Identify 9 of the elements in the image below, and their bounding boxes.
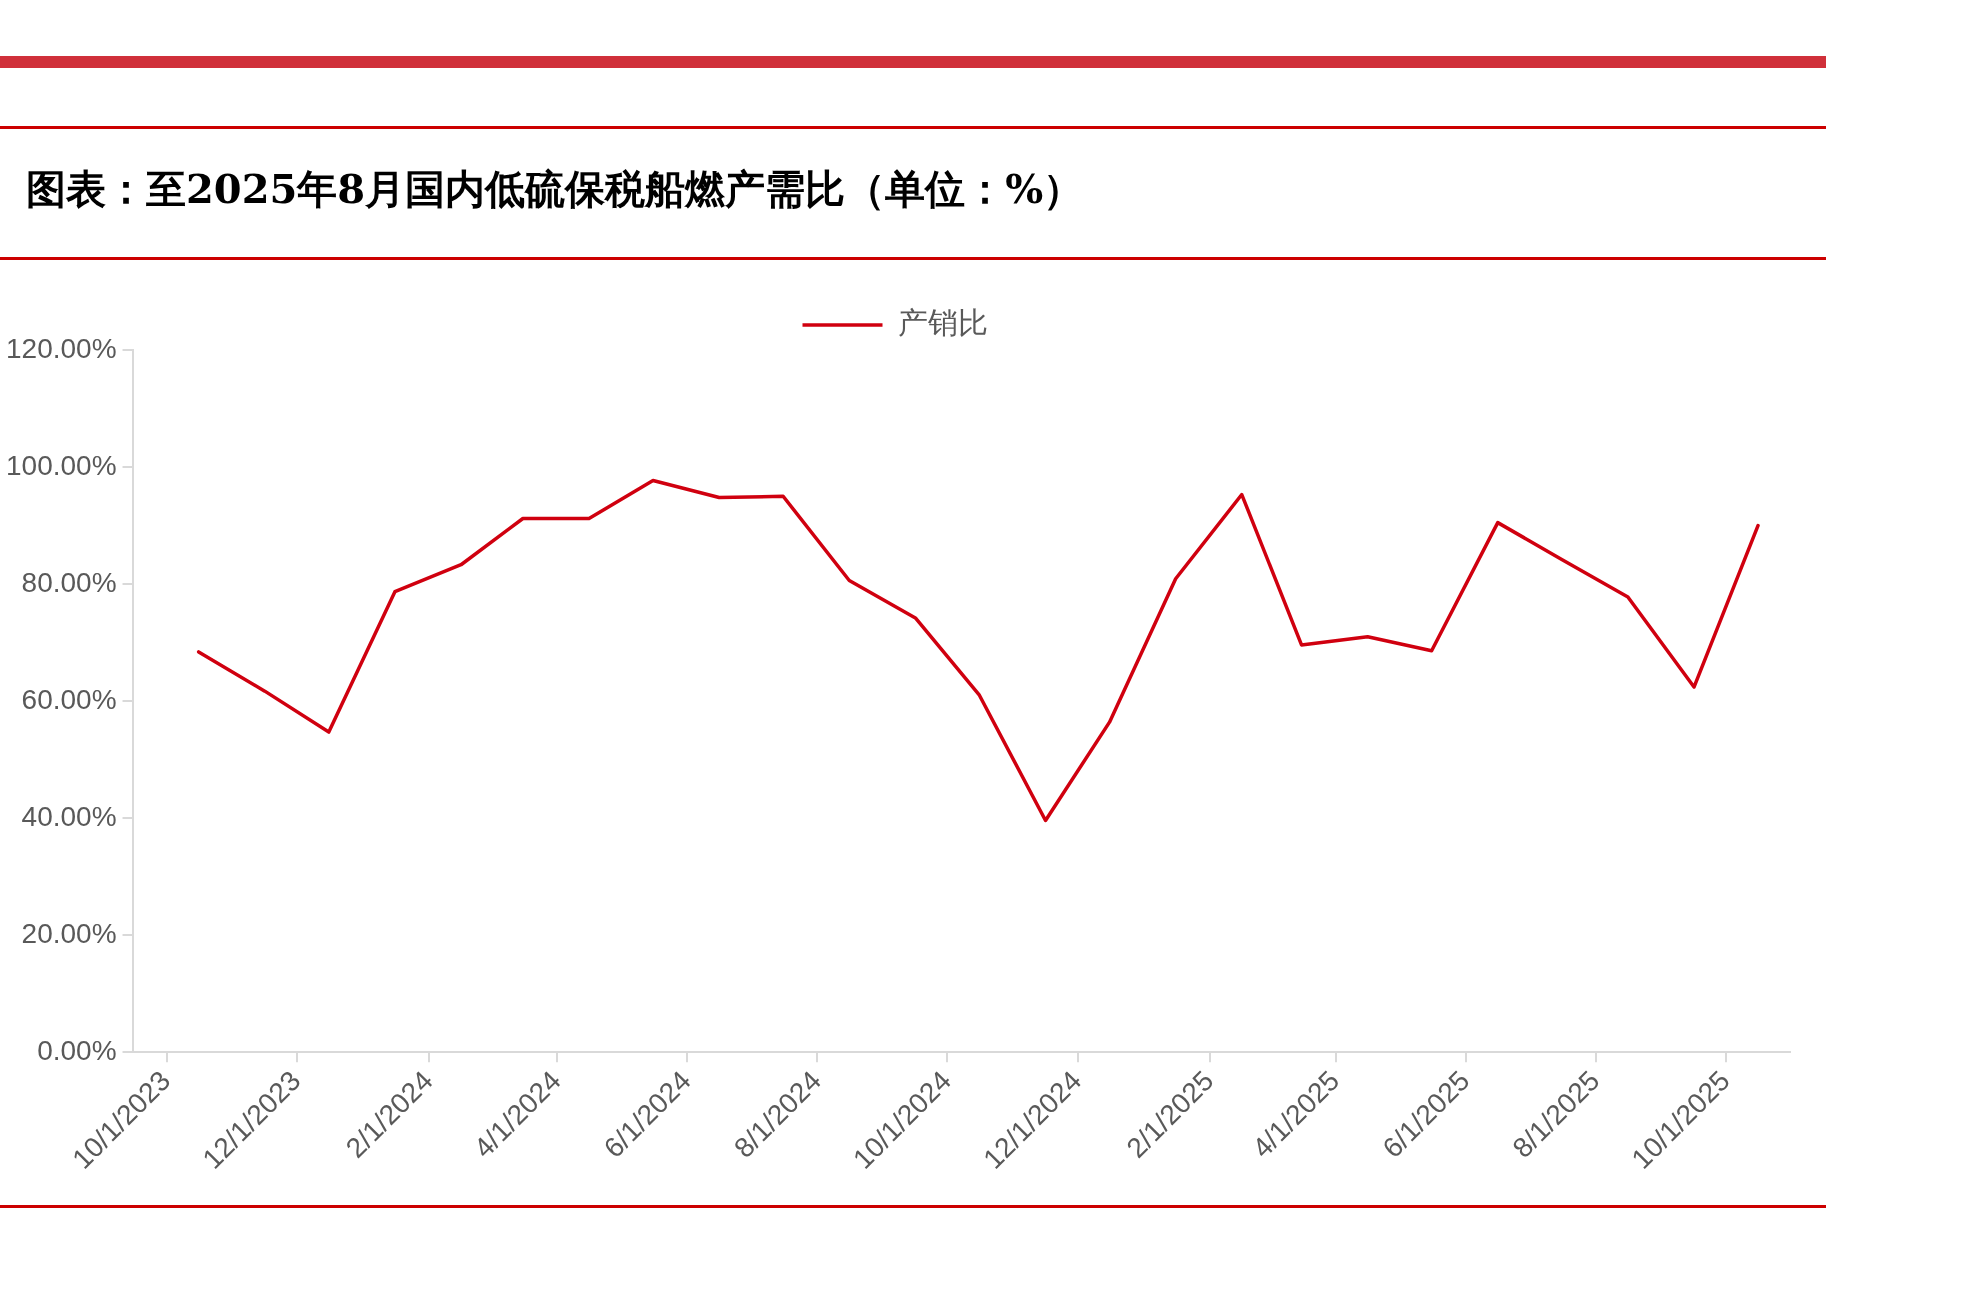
y-tick-label: 120.00%	[5, 332, 117, 364]
legend-label: 产销比	[897, 304, 988, 340]
chart-title: 图表：至2025年8月国内低硫保税船燃产需比（单位：%）	[26, 164, 1084, 214]
y-tick-label: 60.00%	[21, 683, 117, 715]
y-tick-label: 100.00%	[5, 449, 117, 481]
y-tick-label: 80.00%	[21, 566, 117, 598]
y-tick-label: 0.00%	[37, 1034, 117, 1066]
y-tick-label: 20.00%	[21, 917, 117, 949]
y-tick-label: 40.00%	[21, 800, 117, 832]
